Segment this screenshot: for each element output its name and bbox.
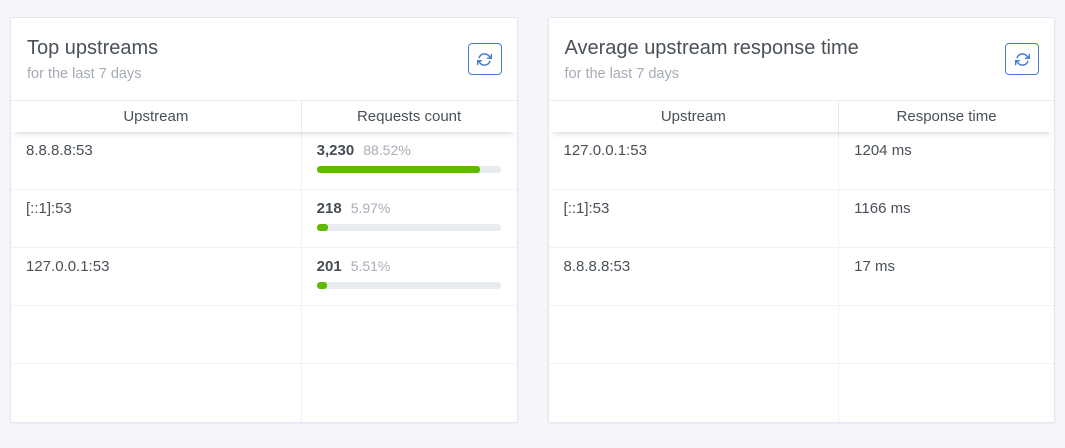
refresh-icon: [1014, 52, 1030, 67]
column-header-upstream[interactable]: Upstream: [549, 101, 840, 132]
requests-count-cell: 201 5.51%: [302, 248, 517, 305]
request-count-value: 218: [316, 200, 342, 217]
upstream-cell: 127.0.0.1:53: [549, 132, 840, 189]
count-line: 201 5.51%: [317, 258, 502, 275]
card-title-block: Top upstreams for the last 7 days: [27, 36, 158, 82]
card-subtitle: for the last 7 days: [564, 66, 679, 82]
empty-cell: [302, 306, 517, 363]
progress-bar-fill: [316, 166, 481, 173]
table-row-empty: [548, 364, 1054, 422]
table-body: 127.0.0.1:53 1204 ms [::1]:53 1166 ms 8.…: [548, 132, 1054, 422]
card-subtitle: for the last 7 days: [27, 66, 142, 82]
column-header-requests-count[interactable]: Requests count: [356, 108, 462, 125]
card-title: Top upstreams: [27, 37, 159, 59]
table-row-empty: [11, 364, 517, 422]
response-time-cell: 1166 ms: [854, 200, 911, 217]
progress-bar-track: [316, 282, 502, 289]
top-upstreams-card: Top upstreams for the last 7 days Upstre…: [10, 17, 518, 423]
upstream-cell: [::1]:53: [11, 190, 302, 247]
table-header-row: Upstream Requests count: [11, 100, 517, 132]
table-header-row: Upstream Response time: [548, 100, 1054, 132]
requests-count-cell: 218 5.97%: [302, 190, 517, 247]
progress-bar-fill: [316, 282, 327, 289]
empty-cell: [549, 364, 840, 422]
progress-bar-track: [316, 224, 502, 231]
column-header-response-time[interactable]: Response time: [896, 108, 997, 125]
count-line: 218 5.97%: [317, 200, 502, 217]
table-row: [::1]:53 1166 ms: [548, 190, 1054, 248]
upstream-cell: 8.8.8.8:53: [549, 248, 840, 305]
card-title-block: Average upstream response time for the l…: [565, 36, 859, 82]
table-row-empty: [11, 306, 517, 364]
table-row: 127.0.0.1:53 1204 ms: [548, 132, 1054, 190]
card-header: Top upstreams for the last 7 days: [11, 18, 517, 100]
empty-cell: [839, 306, 1054, 363]
empty-cell: [549, 306, 840, 363]
table-row: 127.0.0.1:53 201 5.51%: [11, 248, 517, 306]
request-count-value: 201: [316, 258, 342, 275]
empty-cell: [11, 364, 302, 422]
table-row: 8.8.8.8:53 3,230 88.52%: [11, 132, 517, 190]
upstream-cell: 127.0.0.1:53: [11, 248, 302, 305]
column-header-upstream[interactable]: Upstream: [11, 101, 302, 132]
refresh-icon: [477, 52, 492, 67]
empty-cell: [839, 364, 1054, 422]
avg-response-time-card: Average upstream response time for the l…: [547, 17, 1055, 423]
refresh-button[interactable]: [467, 43, 502, 75]
count-line: 3,230 88.52%: [317, 142, 502, 159]
table-row: 8.8.8.8:53 17 ms: [548, 248, 1054, 306]
empty-cell: [302, 364, 517, 422]
refresh-button[interactable]: [1005, 43, 1039, 75]
table-body: 8.8.8.8:53 3,230 88.52% [::1]:53 218: [11, 132, 517, 422]
progress-bar-track: [316, 166, 502, 173]
table-row: [::1]:53 218 5.97%: [11, 190, 517, 248]
response-time-cell: 1204 ms: [854, 142, 912, 159]
progress-bar-fill: [316, 224, 328, 231]
response-time-cell: 17 ms: [854, 258, 896, 275]
upstream-cell: 8.8.8.8:53: [11, 132, 302, 189]
upstream-cell: [::1]:53: [549, 190, 840, 247]
request-count-value: 3,230: [316, 142, 355, 159]
card-header: Average upstream response time for the l…: [549, 18, 1055, 100]
empty-cell: [11, 306, 302, 363]
request-percent-value: 5.51%: [350, 258, 391, 274]
card-title: Average upstream response time: [564, 37, 859, 59]
request-percent-value: 88.52%: [363, 142, 411, 158]
request-percent-value: 5.97%: [350, 200, 391, 216]
table-row-empty: [548, 306, 1054, 364]
requests-count-cell: 3,230 88.52%: [302, 132, 517, 189]
